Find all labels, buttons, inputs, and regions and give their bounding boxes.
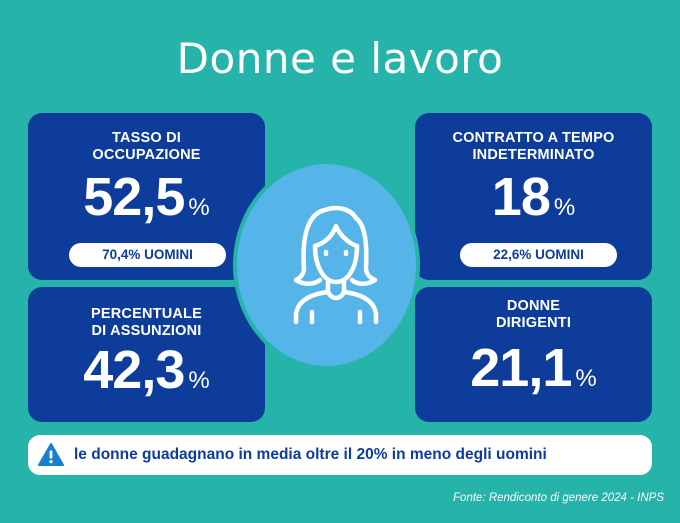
page-title: Donne e lavoro bbox=[176, 34, 504, 83]
stat-card-percentuale-assunzioni: PERCENTUALE DI ASSUNZIONI 42,3% bbox=[28, 287, 265, 422]
stat-unit: % bbox=[575, 365, 597, 392]
stat-label-line: CONTRATTO A TEMPO bbox=[452, 130, 615, 146]
stat-label: PERCENTUALE DI ASSUNZIONI bbox=[28, 306, 265, 340]
stat-unit: % bbox=[188, 367, 210, 394]
stat-label-line: OCCUPAZIONE bbox=[92, 147, 201, 163]
comparison-badge: 70,4% UOMINI bbox=[69, 243, 226, 267]
center-circle bbox=[233, 160, 420, 370]
stat-label-line: INDETERMINATO bbox=[472, 147, 595, 163]
notice-bar: le donne guadagnano in media oltre il 20… bbox=[28, 435, 652, 475]
warning-icon bbox=[38, 443, 64, 466]
stat-unit: % bbox=[553, 194, 576, 221]
stat-label: DONNE DIRIGENTI bbox=[415, 298, 652, 332]
stat-label: TASSO DI OCCUPAZIONE bbox=[28, 130, 265, 164]
stat-value: 42,3% bbox=[28, 339, 265, 401]
source-caption: Fonte: Rendiconto di genere 2024 - INPS bbox=[453, 492, 664, 504]
stat-label-line: PERCENTUALE bbox=[91, 306, 202, 322]
stat-label-line: DIRIGENTI bbox=[495, 315, 572, 331]
stat-value: 52,5% bbox=[28, 166, 265, 228]
stat-number: 42,3 bbox=[83, 340, 185, 400]
stat-number: 18 bbox=[491, 167, 551, 227]
notice-text: le donne guadagnano in media oltre il 20… bbox=[74, 446, 547, 463]
stat-label: CONTRATTO A TEMPO INDETERMINATO bbox=[415, 130, 652, 164]
stat-card-donne-dirigenti: DONNE DIRIGENTI 21,1% bbox=[415, 287, 652, 422]
comparison-badge: 22,6% UOMINI bbox=[460, 243, 617, 267]
stat-card-tasso-occupazione: TASSO DI OCCUPAZIONE 52,5% 70,4% UOMINI bbox=[28, 113, 265, 280]
woman-icon bbox=[293, 205, 379, 325]
stat-label-line: DI ASSUNZIONI bbox=[91, 323, 202, 339]
stat-number: 52,5 bbox=[83, 167, 185, 227]
stat-card-contratto-indeterminato: CONTRATTO A TEMPO INDETERMINATO 18% 22,6… bbox=[415, 113, 652, 280]
stat-number: 21,1 bbox=[470, 338, 572, 398]
stat-label-line: DONNE bbox=[506, 298, 561, 314]
stat-value: 21,1% bbox=[415, 337, 652, 399]
stat-value: 18% bbox=[415, 166, 652, 228]
stat-unit: % bbox=[188, 194, 210, 221]
stat-label-line: TASSO DI bbox=[111, 130, 181, 146]
